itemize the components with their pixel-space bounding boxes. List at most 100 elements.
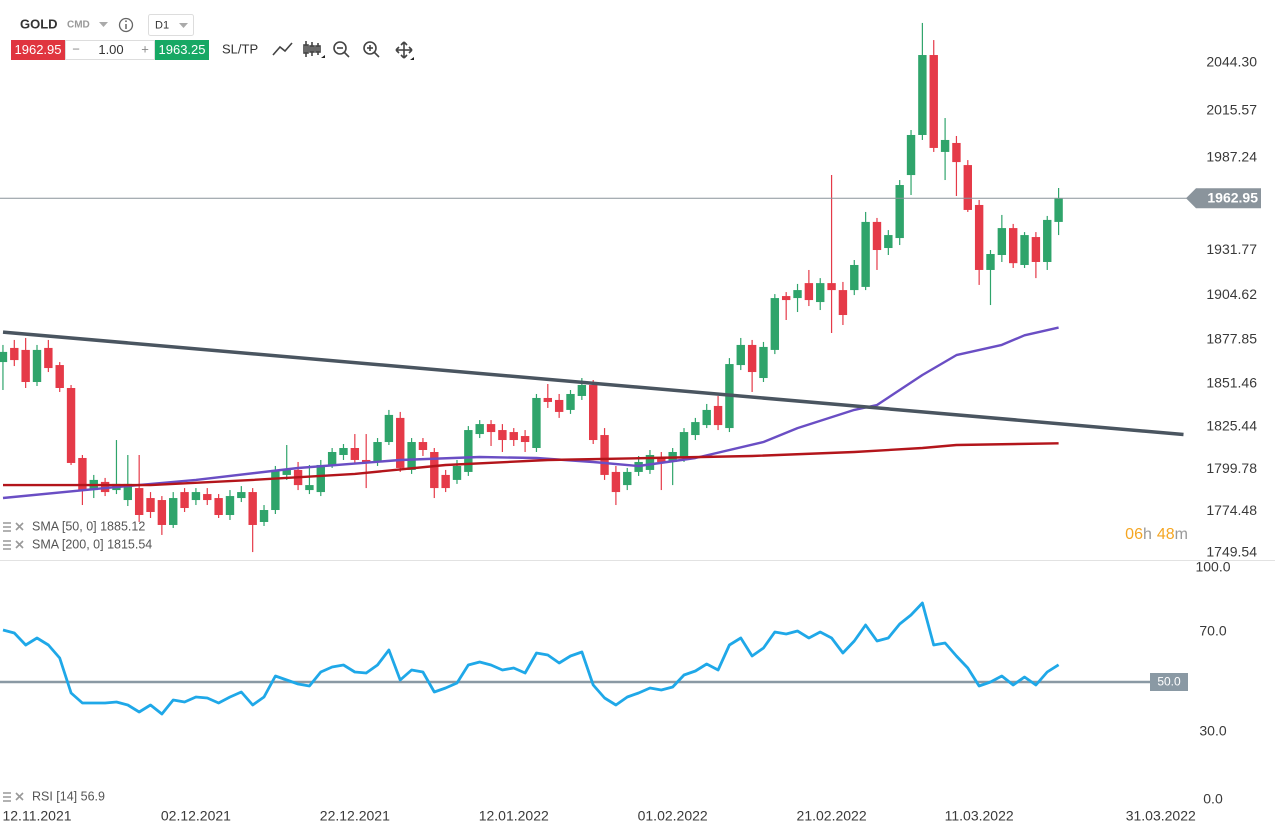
x-tick-label: 12.11.2021 <box>2 808 71 824</box>
candle-icon[interactable] <box>303 41 321 57</box>
sell-button[interactable]: 1962.95 <box>11 40 65 60</box>
legend-value: 1815.54 <box>107 538 152 552</box>
candle-body <box>0 351 8 363</box>
countdown-part: m <box>1175 526 1188 543</box>
candle-body <box>532 397 541 449</box>
y-tick-label: 1774.48 <box>1206 502 1257 518</box>
line-chart-icon[interactable] <box>272 42 293 56</box>
candle-body <box>1020 235 1029 265</box>
legend-icons <box>3 522 24 532</box>
legend-value: 1885.12 <box>100 520 145 534</box>
candle-body <box>146 498 155 513</box>
candle-body <box>225 496 235 515</box>
candle-body <box>180 492 189 509</box>
x-tick-label: 22.12.2021 <box>320 808 390 824</box>
candle-body <box>589 385 598 441</box>
x-tick-label: 01.02.2022 <box>638 808 708 824</box>
candle-body <box>157 500 167 525</box>
candle-body <box>554 399 564 412</box>
candle-body <box>929 55 938 148</box>
zoom-out-icon[interactable] <box>333 41 350 58</box>
candle-body <box>747 344 757 373</box>
candle-body <box>645 454 655 470</box>
candle-body <box>259 510 269 522</box>
info-icon[interactable] <box>118 17 134 33</box>
countdown-part: h <box>1143 526 1152 543</box>
x-tick-label: 11.03.2022 <box>945 808 1014 824</box>
symbol: GOLD <box>20 16 58 31</box>
candle-body <box>736 344 745 366</box>
level-label: 50.0 <box>1157 675 1181 689</box>
candle-body <box>305 485 314 491</box>
y-tick-label: 70.0 <box>1199 623 1226 639</box>
timeframe-select[interactable]: D1 <box>148 14 194 36</box>
y-tick-label: 2044.30 <box>1206 54 1257 70</box>
sma-line <box>2 326 1059 500</box>
candle-body <box>827 283 836 291</box>
candle-body <box>872 221 882 251</box>
candle-body <box>203 494 212 501</box>
level-tag <box>1150 673 1188 691</box>
candle-body <box>237 492 246 499</box>
candle-body <box>475 424 484 435</box>
pan-icon[interactable] <box>395 41 413 59</box>
countdown: 06h 48m <box>1125 526 1188 543</box>
countdown-part: 48 <box>1157 526 1175 543</box>
timeframe: D1 <box>155 19 169 31</box>
candle-body <box>441 474 450 489</box>
ask-price: 1963.25 <box>159 42 206 57</box>
candle-body <box>702 409 711 426</box>
candle-body <box>44 347 53 369</box>
sma-line <box>3 442 1059 487</box>
candle-body <box>884 235 893 249</box>
candle-body <box>78 457 87 491</box>
candle-body <box>963 165 972 210</box>
candle-body <box>350 448 360 460</box>
candle-body <box>1008 228 1018 264</box>
candle-body <box>396 417 405 468</box>
candle-body <box>804 283 814 301</box>
y-tick-label: 1749.54 <box>1206 544 1257 560</box>
candle-body <box>327 451 337 465</box>
buy-button[interactable]: 1963.25 <box>155 40 209 60</box>
last-price-label: 1962.95 <box>1207 189 1258 205</box>
candle-body <box>816 283 825 303</box>
symbol-dropdown[interactable] <box>99 22 108 27</box>
sl-tp[interactable]: SL/TP <box>222 41 258 56</box>
candle-body <box>906 134 916 176</box>
candle-body <box>66 387 76 463</box>
zoom-in-icon[interactable] <box>363 41 380 58</box>
legend-remove-icon <box>15 522 24 531</box>
volume-plus[interactable]: + <box>141 41 149 56</box>
x-tick-label: 12.01.2022 <box>479 808 549 824</box>
candle-body <box>566 393 575 410</box>
candle-body <box>623 471 632 486</box>
bid-price: 1962.95 <box>15 42 62 57</box>
volume-minus[interactable]: − <box>72 41 80 56</box>
candle-body <box>543 397 553 402</box>
candle-body <box>464 430 473 472</box>
toolbar: GOLD CMD D1 1962.95 − 1.00 + 1963.25 SL/… <box>11 14 414 60</box>
candle-body <box>123 483 133 501</box>
candle-body <box>759 346 768 379</box>
candle-body <box>520 436 530 443</box>
legend-remove-icon <box>15 540 24 549</box>
legend-value: 56.9 <box>81 790 105 804</box>
volume-box[interactable] <box>65 40 155 60</box>
y-tick-label: 100.0 <box>1195 559 1230 575</box>
candle-body <box>1031 237 1041 262</box>
candle-body <box>600 435 609 475</box>
candle-body <box>657 457 666 462</box>
y-tick-label: 1904.62 <box>1206 286 1257 302</box>
candle-body <box>134 488 144 515</box>
candle-body <box>713 405 723 426</box>
candle-body <box>770 298 780 350</box>
candle-body <box>10 347 19 361</box>
candle-body <box>169 498 178 525</box>
candle-body <box>248 492 257 525</box>
y-tick-label: 1799.78 <box>1206 460 1257 476</box>
y-tick-label: 30.0 <box>1199 723 1226 739</box>
candle-body <box>509 432 518 441</box>
